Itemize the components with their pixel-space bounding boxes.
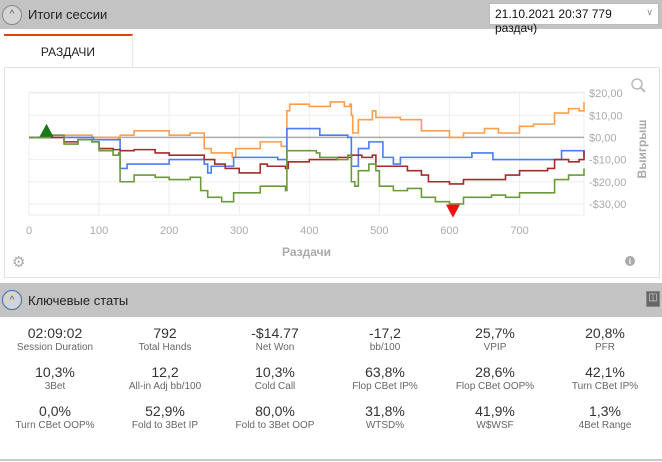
- tab-hands[interactable]: РАЗДАЧИ: [4, 34, 133, 67]
- stat-value: 792: [153, 325, 177, 341]
- stat-value: 41,9%: [475, 403, 515, 419]
- stat-value: 80,0%: [255, 403, 295, 419]
- stat-value: 28,6%: [475, 364, 515, 380]
- x-tick-label: 100: [90, 225, 108, 237]
- tab-label: РАЗДАЧИ: [40, 44, 96, 59]
- stat-label: Flop CBet OOP%: [455, 381, 535, 392]
- stat-label: Fold to 3Bet OOP: [235, 420, 315, 431]
- chart-svg: 0 100 200 300 400 500 600 700 $20,00 $10,00 $0,00 -…: [12, 78, 649, 271]
- collapse-chevron-up-icon[interactable]: ^: [2, 290, 22, 310]
- stat-item: 10,3% 3Bet: [0, 364, 110, 392]
- stat-item: -17,2 bb/100: [330, 325, 440, 353]
- stat-item: 1,3% 4Bet Range: [550, 403, 660, 431]
- zoom-handle: [640, 87, 646, 93]
- stat-label: W$WSF: [476, 420, 514, 431]
- stat-label: All-in Adj bb/100: [128, 381, 202, 392]
- stat-value: 31,8%: [365, 403, 405, 419]
- stat-item: 20,8% PFR: [550, 325, 660, 353]
- stat-item: 792 Total Hands: [110, 325, 220, 353]
- zoom-lens: [631, 78, 643, 90]
- x-tick-label: 400: [300, 225, 318, 237]
- stat-item: 80,0% Fold to 3Bet OOP: [220, 403, 330, 431]
- section-title: Ключевые статы: [28, 292, 129, 308]
- collapse-chevron-up-icon[interactable]: ^: [2, 4, 22, 25]
- y-tick-label: $20,00: [589, 88, 623, 100]
- plot-area: [28, 91, 585, 216]
- series-line: [29, 134, 585, 205]
- stat-label: Flop CBet IP%: [352, 381, 418, 392]
- stat-label: Total Hands: [138, 342, 192, 353]
- stat-label: Cold Call: [254, 381, 296, 392]
- key-stats-grid: 02:09:02 Session Duration 792 Total Hands -$…: [0, 325, 662, 431]
- y-tick-label: -$20,00: [589, 177, 626, 189]
- stat-item: 25,7% VPIP: [440, 325, 550, 353]
- stat-item: 12,2 All-in Adj bb/100: [110, 364, 220, 392]
- stat-label: Session Duration: [16, 342, 94, 353]
- series-line: [29, 136, 585, 185]
- stat-label: 3Bet: [44, 381, 66, 392]
- series-line: [29, 101, 585, 159]
- divider: [0, 459, 662, 461]
- stat-item: 28,6% Flop CBet OOP%: [440, 364, 550, 392]
- y-tick-label: $10,00: [589, 110, 623, 122]
- stat-label: Turn CBet IP%: [571, 381, 639, 392]
- gear-icon[interactable]: ⚙: [12, 254, 25, 271]
- stat-value: 10,3%: [255, 364, 295, 380]
- session-summary-header: ^ Итоги сессии 21.10.2021 20:37 779 разд…: [0, 0, 662, 35]
- stat-value: -17,2: [369, 325, 401, 341]
- stat-label: bb/100: [369, 342, 401, 353]
- series-line: [29, 127, 585, 174]
- stat-label: Turn CBet OOP%: [15, 420, 95, 431]
- stat-item: 31,8% WTSD%: [330, 403, 440, 431]
- stat-value: 42,1%: [585, 364, 625, 380]
- stat-item: 42,1% Turn CBet IP%: [550, 364, 660, 392]
- y-tick-label: $0,00: [589, 132, 617, 144]
- stat-item: -$14.77 Net Won: [220, 325, 330, 353]
- key-stats-header: ^ Ключевые статы ◫: [0, 283, 662, 317]
- layout-toggle-icon[interactable]: ◫: [646, 291, 660, 307]
- y-tick-label: -$10,00: [589, 155, 626, 167]
- stat-label: 4Bet Range: [578, 420, 632, 431]
- stat-value: 25,7%: [475, 325, 515, 341]
- stat-item: 52,9% Fold to 3Bet IP: [110, 403, 220, 431]
- stat-item: 63,8% Flop CBet IP%: [330, 364, 440, 392]
- x-tick-label: 500: [370, 225, 388, 237]
- stat-item: 02:09:02 Session Duration: [0, 325, 110, 353]
- stat-item: 10,3% Cold Call: [220, 364, 330, 392]
- session-select[interactable]: 21.10.2021 20:37 779 раздач) ∨: [489, 3, 659, 35]
- stat-value: 63,8%: [365, 364, 405, 380]
- info-icon-glyph: i: [629, 257, 631, 266]
- winnings-chart: 0 100 200 300 400 500 600 700 $20,00 $10,00 $0,00 -…: [4, 67, 660, 278]
- x-tick-label: 0: [26, 225, 32, 237]
- stat-label: Net Won: [255, 342, 295, 353]
- stat-label: WTSD%: [365, 420, 405, 431]
- stat-label: Fold to 3Bet IP: [131, 420, 199, 431]
- max-marker: [39, 123, 54, 137]
- stat-label: PFR: [595, 342, 615, 353]
- info-icon[interactable]: [625, 256, 635, 266]
- x-tick-label: 600: [440, 225, 458, 237]
- stat-label: VPIP: [483, 342, 507, 353]
- y-tick-label: -$30,00: [589, 199, 626, 211]
- y-axis-label: Выигрыш: [635, 120, 649, 179]
- section-title: Итоги сессии: [28, 7, 108, 22]
- stat-item: 0,0% Turn CBet OOP%: [0, 403, 110, 431]
- stat-value: -$14.77: [251, 325, 299, 341]
- stat-value: 10,3%: [35, 364, 75, 380]
- stat-value: 0,0%: [39, 403, 71, 419]
- stat-value: 1,3%: [589, 403, 621, 419]
- zoom-out-icon[interactable]: [631, 78, 646, 93]
- stat-value: 20,8%: [585, 325, 625, 341]
- chevron-down-icon: ∨: [646, 7, 653, 17]
- x-axis-label: Раздачи: [282, 245, 331, 259]
- x-tick-label: 700: [510, 225, 528, 237]
- stat-item: 41,9% W$WSF: [440, 403, 550, 431]
- x-tick-label: 200: [160, 225, 178, 237]
- stat-value: 12,2: [151, 364, 179, 380]
- session-select-value: 21.10.2021 20:37 779 раздач): [495, 7, 612, 35]
- x-tick-label: 300: [230, 225, 248, 237]
- min-marker: [445, 204, 460, 218]
- stat-value: 02:09:02: [27, 325, 83, 341]
- stat-value: 52,9%: [145, 403, 185, 419]
